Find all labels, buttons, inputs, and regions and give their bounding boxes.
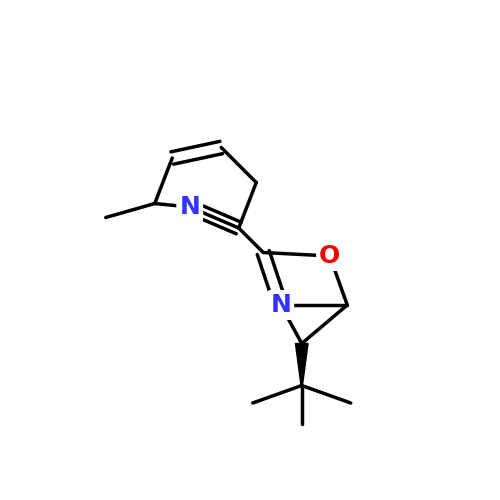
Polygon shape	[296, 344, 308, 386]
Text: N: N	[270, 293, 291, 317]
Text: O: O	[319, 244, 340, 268]
Text: N: N	[180, 195, 200, 219]
